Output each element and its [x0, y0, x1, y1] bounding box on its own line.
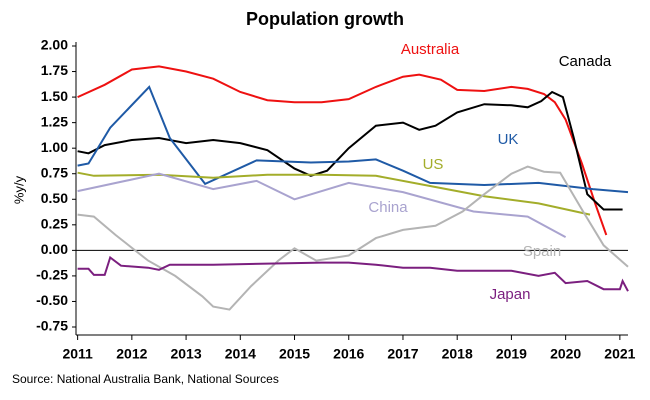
chart-title: Population growth	[246, 9, 404, 29]
series-label: Australia	[401, 41, 460, 58]
x-tick-label: 2012	[116, 346, 147, 362]
series-line	[77, 65, 608, 236]
series-label: UK	[498, 131, 519, 148]
series-label: Canada	[559, 53, 612, 70]
series-line	[77, 85, 629, 194]
x-tick-label: 2011	[62, 346, 93, 362]
y-tick-label: 1.50	[41, 88, 68, 104]
x-tick-label: 2017	[387, 346, 418, 362]
series-label: China	[368, 199, 408, 216]
y-tick-label: 0.00	[41, 241, 68, 257]
x-tick-label: 2014	[225, 346, 256, 362]
x-tick-label: 2018	[442, 346, 473, 362]
y-tick-label: 1.25	[41, 113, 68, 129]
y-tick-label: 1.00	[41, 139, 68, 155]
x-tick-label: 2019	[496, 346, 527, 362]
series-line	[77, 165, 629, 311]
series-label: US	[423, 156, 444, 173]
x-tick-label: 2013	[170, 346, 201, 362]
x-tick-label: 2015	[279, 346, 310, 362]
x-tick-label: 2016	[333, 346, 364, 362]
y-tick-label: 0.50	[41, 190, 68, 206]
y-tick-label: 2.00	[41, 37, 68, 53]
source-note: Source: National Australia Bank, Nationa…	[12, 372, 279, 386]
y-tick-label: 0.75	[41, 164, 68, 180]
series-line	[77, 171, 591, 216]
series-label: Spain	[523, 243, 561, 260]
y-tick-label: 0.25	[41, 216, 68, 232]
y-axis-label: %y/y	[11, 175, 26, 204]
y-tick-label: 1.75	[41, 62, 68, 78]
x-tick-label: 2021	[604, 346, 635, 362]
y-tick-label: -0.75	[36, 318, 68, 334]
y-tick-label: -0.50	[36, 292, 68, 308]
series-line	[77, 255, 629, 292]
y-tick-label: -0.25	[36, 267, 68, 283]
series-label: Japan	[490, 286, 531, 303]
series-line	[77, 172, 567, 238]
x-tick-label: 2020	[550, 346, 581, 362]
